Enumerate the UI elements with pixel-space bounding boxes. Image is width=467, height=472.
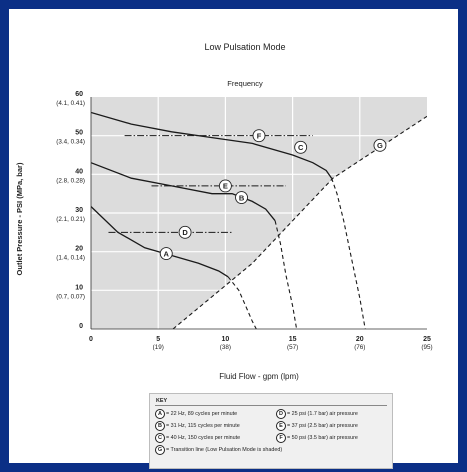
- y-tick-sublabel: (4.1, 0.41): [56, 100, 85, 107]
- y-axis-label: Outlet Pressure - PSI (MPa, bar): [15, 162, 24, 275]
- key-marker: E: [276, 421, 286, 431]
- marker-label: A: [164, 249, 170, 258]
- y-tick-sublabel: (2.1, 0.21): [56, 216, 85, 223]
- marker-circle: [294, 140, 308, 154]
- curve-c-solid: [91, 111, 333, 179]
- marker-label: C: [298, 143, 304, 152]
- y-tick-label: 30: [75, 207, 83, 214]
- marker-d: D: [178, 225, 192, 239]
- x-tick-label: 15: [289, 336, 297, 343]
- marker-b: B: [235, 191, 248, 204]
- key-marker: F: [276, 433, 286, 443]
- key-item-a: A = 22 Hz, 89 cycles per minute: [155, 409, 237, 419]
- marker-c: C: [294, 140, 308, 154]
- marker-label: D: [182, 228, 188, 237]
- x-tick-sublabel: (57): [287, 344, 298, 351]
- key-item-f: F = 50 psi (3.5 bar) air pressure: [276, 433, 358, 443]
- key-text: = 31 Hz, 115 cycles per minute: [166, 423, 240, 429]
- key-item-g: G = Transition line (Low Pulsation Mode i…: [155, 445, 282, 455]
- x-tick-label: 5: [156, 336, 160, 343]
- marker-g: G: [373, 138, 387, 152]
- x-tick-sublabel: (95): [421, 344, 432, 351]
- marker-circle: [252, 129, 266, 143]
- x-tick-label: 10: [222, 336, 230, 343]
- key-text: = 40 Hz, 150 cycles per minute: [166, 435, 241, 441]
- y-tick-label: 10: [75, 284, 83, 291]
- chart-title: Low Pulsation Mode: [204, 42, 285, 52]
- key-text: = 25 psi (1.7 bar) air pressure: [287, 411, 358, 417]
- key-marker: A: [155, 409, 165, 419]
- key-title: KEY: [156, 398, 168, 404]
- x-tick-label: 0: [89, 336, 93, 343]
- key-item-d: D = 25 psi (1.7 bar) air pressure: [276, 409, 358, 419]
- y-tick-sublabel: (3.4, 0.34): [56, 139, 85, 146]
- chart-key: KEY A = 22 Hz, 89 cycles per minute B = 31 …: [149, 393, 393, 469]
- marker-circle: [218, 179, 232, 193]
- key-text: = 50 psi (3.5 bar) air pressure: [287, 435, 358, 441]
- key-marker: D: [276, 409, 286, 419]
- key-text: = Transition line (Low Pulsation Mode is…: [166, 447, 283, 453]
- marker-circle: [178, 225, 192, 239]
- chart-subtitle: Frequency: [227, 79, 263, 88]
- marker-circle: [159, 247, 173, 261]
- chart: Low Pulsation Mode Frequency Fluid Flow …: [15, 42, 433, 381]
- key-divider: [155, 405, 387, 406]
- marker-e: E: [218, 179, 232, 193]
- y-tick-sublabel: (2.8, 0.28): [56, 177, 85, 184]
- y-tick-label: 0: [79, 323, 83, 330]
- x-tick-sublabel: (38): [220, 344, 231, 351]
- y-tick-label: 40: [75, 168, 83, 175]
- key-item-b: B = 31 Hz, 115 cycles per minute: [155, 421, 240, 431]
- x-tick-label: 25: [423, 336, 431, 343]
- key-marker: B: [155, 421, 165, 431]
- marker-f: F: [252, 129, 266, 143]
- y-tick-label: 20: [75, 246, 83, 253]
- x-tick-label: 20: [356, 336, 364, 343]
- marker-label: E: [223, 182, 228, 191]
- marker-label: G: [377, 141, 383, 150]
- marker-circle: [373, 138, 387, 152]
- marker-a: A: [159, 247, 173, 261]
- chart-panel: Low Pulsation Mode Frequency Fluid Flow …: [9, 9, 458, 469]
- x-tick-sublabel: (19): [153, 344, 164, 351]
- marker-circle: [235, 191, 248, 204]
- curve-b-solid: [91, 162, 276, 222]
- key-marker: C: [155, 433, 165, 443]
- y-tick-sublabel: (1.4, 0.14): [56, 255, 85, 262]
- key-text: = 22 Hz, 89 cycles per minute: [166, 411, 238, 417]
- key-item-c: C = 40 Hz, 150 cycles per minute: [155, 433, 240, 443]
- x-axis-label: Fluid Flow - gpm (lpm): [219, 372, 299, 381]
- marker-label: B: [239, 193, 245, 202]
- y-tick-label: 50: [75, 130, 83, 137]
- x-tick-sublabel: (76): [354, 344, 365, 351]
- key-marker: G: [155, 445, 165, 455]
- marker-label: F: [257, 131, 262, 140]
- curve-c-dashed: [331, 178, 366, 329]
- y-tick-label: 60: [75, 91, 83, 98]
- key-text: = 37 psi (2.5 bar) air pressure: [287, 423, 358, 429]
- y-tick-sublabel: (0.7, 0.07): [56, 293, 85, 300]
- key-item-e: E = 37 psi (2.5 bar) air pressure: [276, 421, 358, 431]
